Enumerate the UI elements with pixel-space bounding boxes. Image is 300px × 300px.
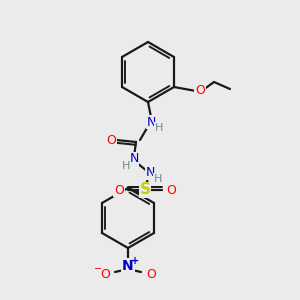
Text: +: + (131, 256, 139, 266)
Text: H: H (154, 174, 162, 184)
Text: N: N (146, 116, 156, 128)
Text: O: O (195, 83, 205, 97)
Text: O: O (146, 268, 156, 281)
Text: N: N (145, 167, 155, 179)
Text: −: − (94, 264, 102, 274)
Text: N: N (122, 259, 134, 273)
Text: S: S (140, 182, 151, 197)
Text: H: H (155, 123, 163, 133)
Text: O: O (106, 134, 116, 146)
Text: O: O (100, 268, 110, 281)
Text: N: N (129, 152, 139, 166)
Text: O: O (114, 184, 124, 196)
Text: H: H (122, 161, 130, 171)
Text: O: O (166, 184, 176, 196)
